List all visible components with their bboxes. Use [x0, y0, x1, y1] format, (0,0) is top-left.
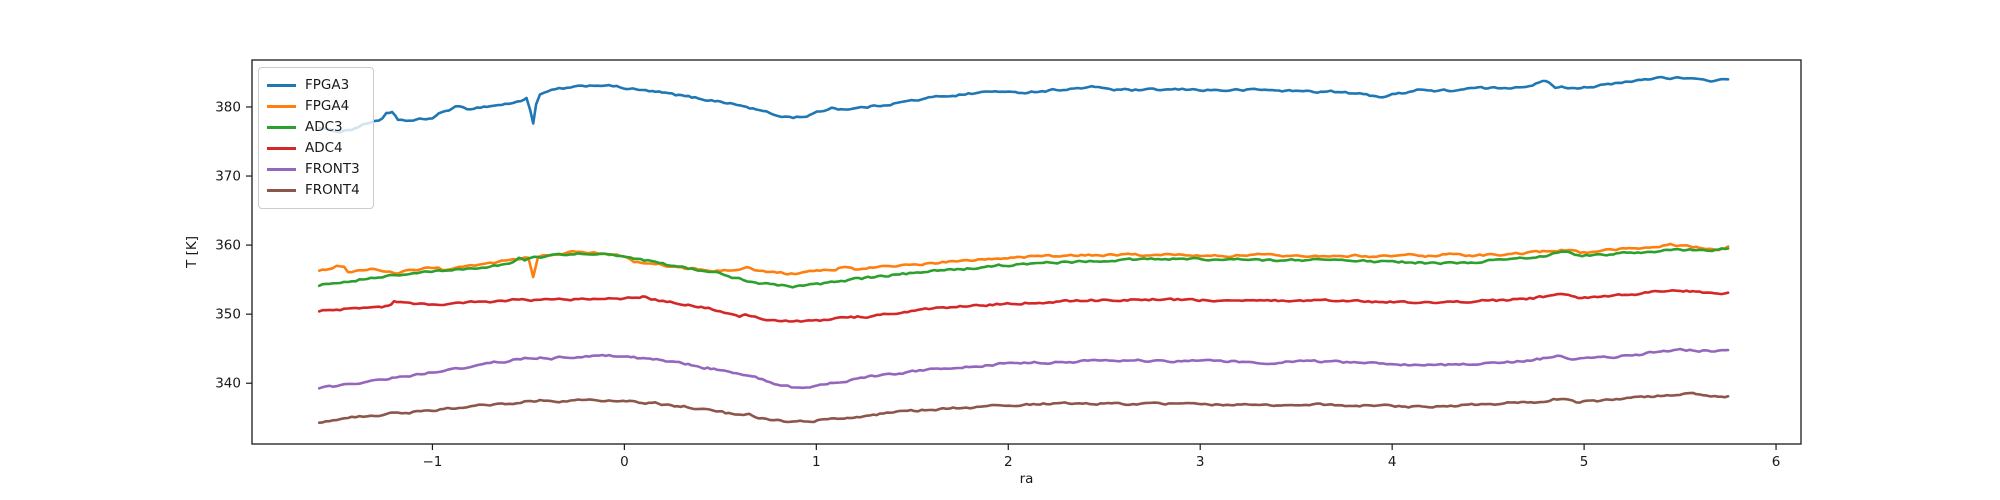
y-tick-label: 360 — [215, 238, 241, 254]
legend-entry-fpga3: FPGA3 — [267, 75, 363, 96]
x-tick-label: 2 — [1004, 454, 1013, 470]
x-axis-label: ra — [1020, 471, 1034, 487]
x-tick-label: 5 — [1580, 454, 1589, 470]
x-tick-label: 6 — [1772, 454, 1781, 470]
y-tick-label: 350 — [215, 307, 241, 323]
legend-line-swatch — [267, 126, 296, 129]
y-axis-label: T [K] — [184, 236, 200, 269]
x-tick-label: 1 — [812, 454, 821, 470]
series-line-front3 — [317, 347, 1730, 390]
series-line-fpga4 — [317, 242, 1730, 279]
legend-line-swatch — [267, 147, 296, 150]
legend-label: ADC3 — [305, 118, 343, 135]
legend-entry-adc3: ADC3 — [267, 117, 363, 138]
y-tick-label: 340 — [215, 376, 241, 392]
legend-line-swatch — [267, 168, 296, 171]
axes-spines — [251, 59, 1802, 445]
x-tick-label: 0 — [620, 454, 629, 470]
y-tick-label: 380 — [215, 99, 241, 115]
legend-label: FPGA3 — [305, 76, 350, 93]
x-tick-label: 3 — [1196, 454, 1205, 470]
legend-label: FPGA4 — [305, 97, 350, 114]
legend-entry-adc4: ADC4 — [267, 138, 363, 159]
y-tick-label: 370 — [215, 169, 241, 185]
legend-line-swatch — [267, 105, 296, 108]
legend-entry-fpga4: FPGA4 — [267, 96, 363, 117]
x-tick-label: −1 — [422, 454, 442, 470]
series-line-front4 — [317, 391, 1730, 425]
legend: FPGA3 FPGA4 ADC3 ADC4 FRONT3 FRONT4 — [258, 67, 374, 209]
legend-line-swatch — [267, 189, 296, 192]
legend-label: ADC4 — [305, 139, 343, 156]
x-tick-label: 4 — [1388, 454, 1397, 470]
legend-label: FRONT4 — [305, 181, 360, 198]
legend-line-swatch — [267, 84, 296, 87]
series-line-fpga3 — [317, 75, 1730, 134]
legend-entry-front3: FRONT3 — [267, 159, 363, 180]
legend-label: FRONT3 — [305, 160, 360, 177]
legend-entry-front4: FRONT4 — [267, 180, 363, 201]
series-line-adc3 — [317, 247, 1730, 289]
series-line-adc4 — [317, 288, 1730, 323]
